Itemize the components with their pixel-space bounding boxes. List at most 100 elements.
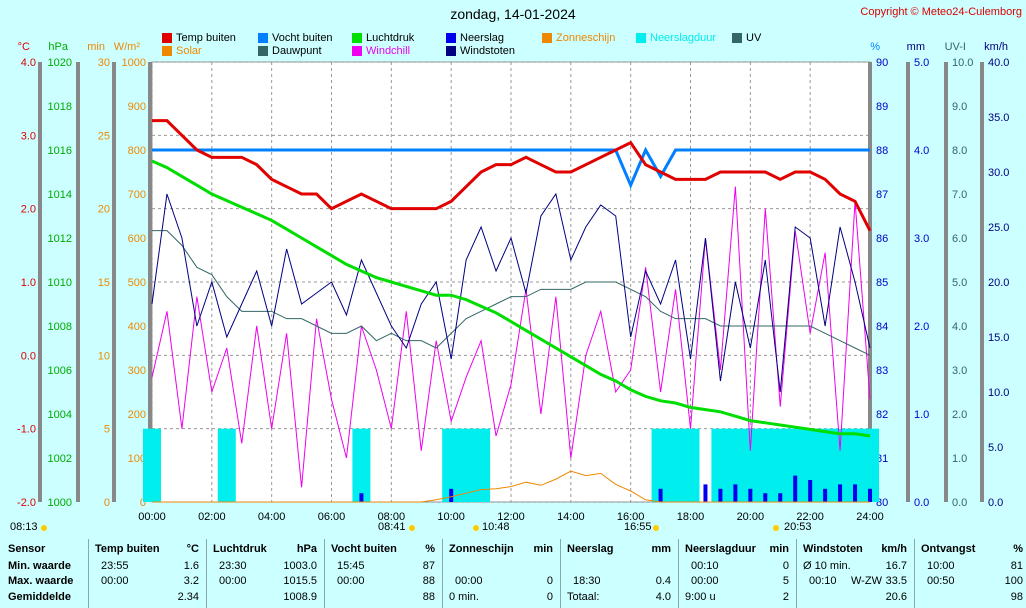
- col-header: Luchtdruk: [213, 543, 267, 555]
- avg-value: 0: [546, 591, 553, 603]
- col-header: Sensor: [8, 543, 46, 555]
- axis-unit-temp: °C: [18, 41, 30, 53]
- raindur-bar: [861, 428, 879, 502]
- legend-swatch: [542, 33, 552, 43]
- summary-col-reception: Ontvangst % 10:00 81 00:50 100 98: [914, 539, 1026, 608]
- tick-temp: 3.0: [21, 130, 36, 142]
- avg-value: 98: [1010, 591, 1023, 603]
- tick-temp: -1.0: [17, 424, 36, 436]
- col-header: Temp buiten: [95, 543, 160, 555]
- tick-kmh: 0.0: [988, 497, 1003, 509]
- tick-kmh: 15.0: [988, 332, 1009, 344]
- legend-label: Neerslag: [460, 32, 505, 44]
- legend-swatch: [162, 46, 172, 56]
- tick-solar: 900: [128, 101, 146, 113]
- tick-pressure: 1018: [48, 101, 72, 113]
- tick-pct: 83: [876, 365, 888, 377]
- axis-unit-uv: UV-I: [945, 41, 966, 53]
- max-time: 00:00: [219, 575, 247, 587]
- min-value: 16.7: [885, 560, 907, 572]
- tick-solar: 0: [140, 497, 146, 509]
- col-header: Windstoten: [803, 543, 863, 555]
- tick-uv: 6.0: [952, 233, 967, 245]
- summary-col-humidity: Vocht buiten % 15:45 87 00:00 88 88: [324, 539, 443, 608]
- col-unit: °C: [186, 543, 199, 555]
- tick-min: 30: [98, 57, 110, 69]
- tick-pressure: 1006: [48, 365, 72, 377]
- temp-line: [152, 119, 872, 232]
- rain-bar: [778, 493, 783, 502]
- tick-pct: 86: [876, 233, 888, 245]
- summary-col-pressure: Luchtdruk hPa 23:30 1003.0 00:00 1015.5 …: [206, 539, 325, 608]
- max-value: 33.5: [885, 575, 907, 587]
- tick-pressure: 1010: [48, 277, 72, 289]
- col-unit: hPa: [296, 543, 317, 555]
- tick-uv: 1.0: [952, 453, 967, 465]
- axis-unit-mm: mm: [907, 41, 925, 53]
- raindur-bar: [711, 428, 730, 502]
- tick-pct: 85: [876, 277, 888, 289]
- raindur-bar: [756, 428, 775, 502]
- windchill-line: [151, 186, 871, 488]
- tick-x: 08:00: [378, 511, 406, 523]
- legend-label: Luchtdruk: [366, 32, 415, 44]
- tick-pct: 87: [876, 189, 888, 201]
- tick-pressure: 1012: [48, 233, 72, 245]
- legend-item: Neerslagduur: [636, 32, 716, 44]
- summary-col-raindur: Neerslagduur min 00:10 0 00:00 5 9:00 u …: [678, 539, 797, 608]
- legend-swatch: [446, 46, 456, 56]
- chart-title: zondag, 14-01-2024: [450, 6, 576, 22]
- sunrise-time: 08:13: [10, 521, 38, 533]
- summary-col-temp: Temp buiten °C 23:55 1.6 00:00 3.2 2.34: [88, 539, 207, 608]
- avg-value: 88: [422, 591, 435, 603]
- tick-min: 10: [98, 350, 110, 362]
- tick-pressure: 1020: [48, 57, 72, 69]
- legend-label: Zonneschijn: [556, 32, 616, 44]
- raindur-bar: [801, 428, 820, 502]
- rain-bar: [718, 488, 723, 502]
- summary-col-wind: Windstoten km/h Ø 10 min. 16.7 00:10 W-Z…: [796, 539, 915, 608]
- tick-kmh: 35.0: [988, 112, 1009, 124]
- legend-swatch: [352, 46, 362, 56]
- raindur-bar: [457, 428, 476, 502]
- tick-uv: 7.0: [952, 189, 967, 201]
- col-header: Neerslag: [567, 543, 614, 555]
- tick-solar: 1000: [122, 57, 146, 69]
- min-time: 10:00: [927, 560, 955, 572]
- tick-kmh: 5.0: [988, 442, 1003, 454]
- tick-min: 5: [104, 424, 110, 436]
- marker-2053: [773, 525, 779, 531]
- tick-solar: 200: [128, 409, 146, 421]
- rain-bar: [658, 488, 663, 502]
- tick-solar: 800: [128, 145, 146, 157]
- col-unit: min: [769, 543, 789, 555]
- tick-x: 14:00: [557, 511, 585, 523]
- col-header: Zonneschijn: [449, 543, 514, 555]
- time-2053: 20:53: [784, 521, 812, 533]
- min-value: 87: [422, 560, 435, 572]
- axis-unit-min: min: [87, 41, 105, 53]
- tick-x: 04:00: [258, 511, 286, 523]
- tick-solar: 700: [128, 189, 146, 201]
- tick-x: 22:00: [796, 511, 824, 523]
- sunrise-marker: [41, 525, 47, 531]
- raindur-bar: [352, 428, 371, 502]
- rain-bar: [703, 484, 708, 502]
- min-time: 00:10: [691, 560, 719, 572]
- tick-solar: 600: [128, 233, 146, 245]
- tick-x: 02:00: [198, 511, 226, 523]
- max-time: 18:30: [573, 575, 601, 587]
- raindur-bar: [651, 428, 670, 502]
- total-value: 4.0: [655, 591, 671, 603]
- tick-kmh: 20.0: [988, 277, 1009, 289]
- avg-label: 9:00 u: [685, 591, 716, 603]
- summary-col-rain: Neerslag mm 18:30 0.4 Totaal: 4.0: [560, 539, 679, 608]
- raindur-bar: [143, 428, 161, 502]
- tick-temp: 1.0: [21, 277, 36, 289]
- tick-uv: 5.0: [952, 277, 967, 289]
- max-value: 5: [782, 575, 789, 587]
- avg-label: 0 min.: [449, 591, 479, 603]
- legend-label: Dauwpunt: [272, 45, 322, 57]
- legend-swatch: [258, 33, 268, 43]
- raindur-bar: [217, 428, 236, 502]
